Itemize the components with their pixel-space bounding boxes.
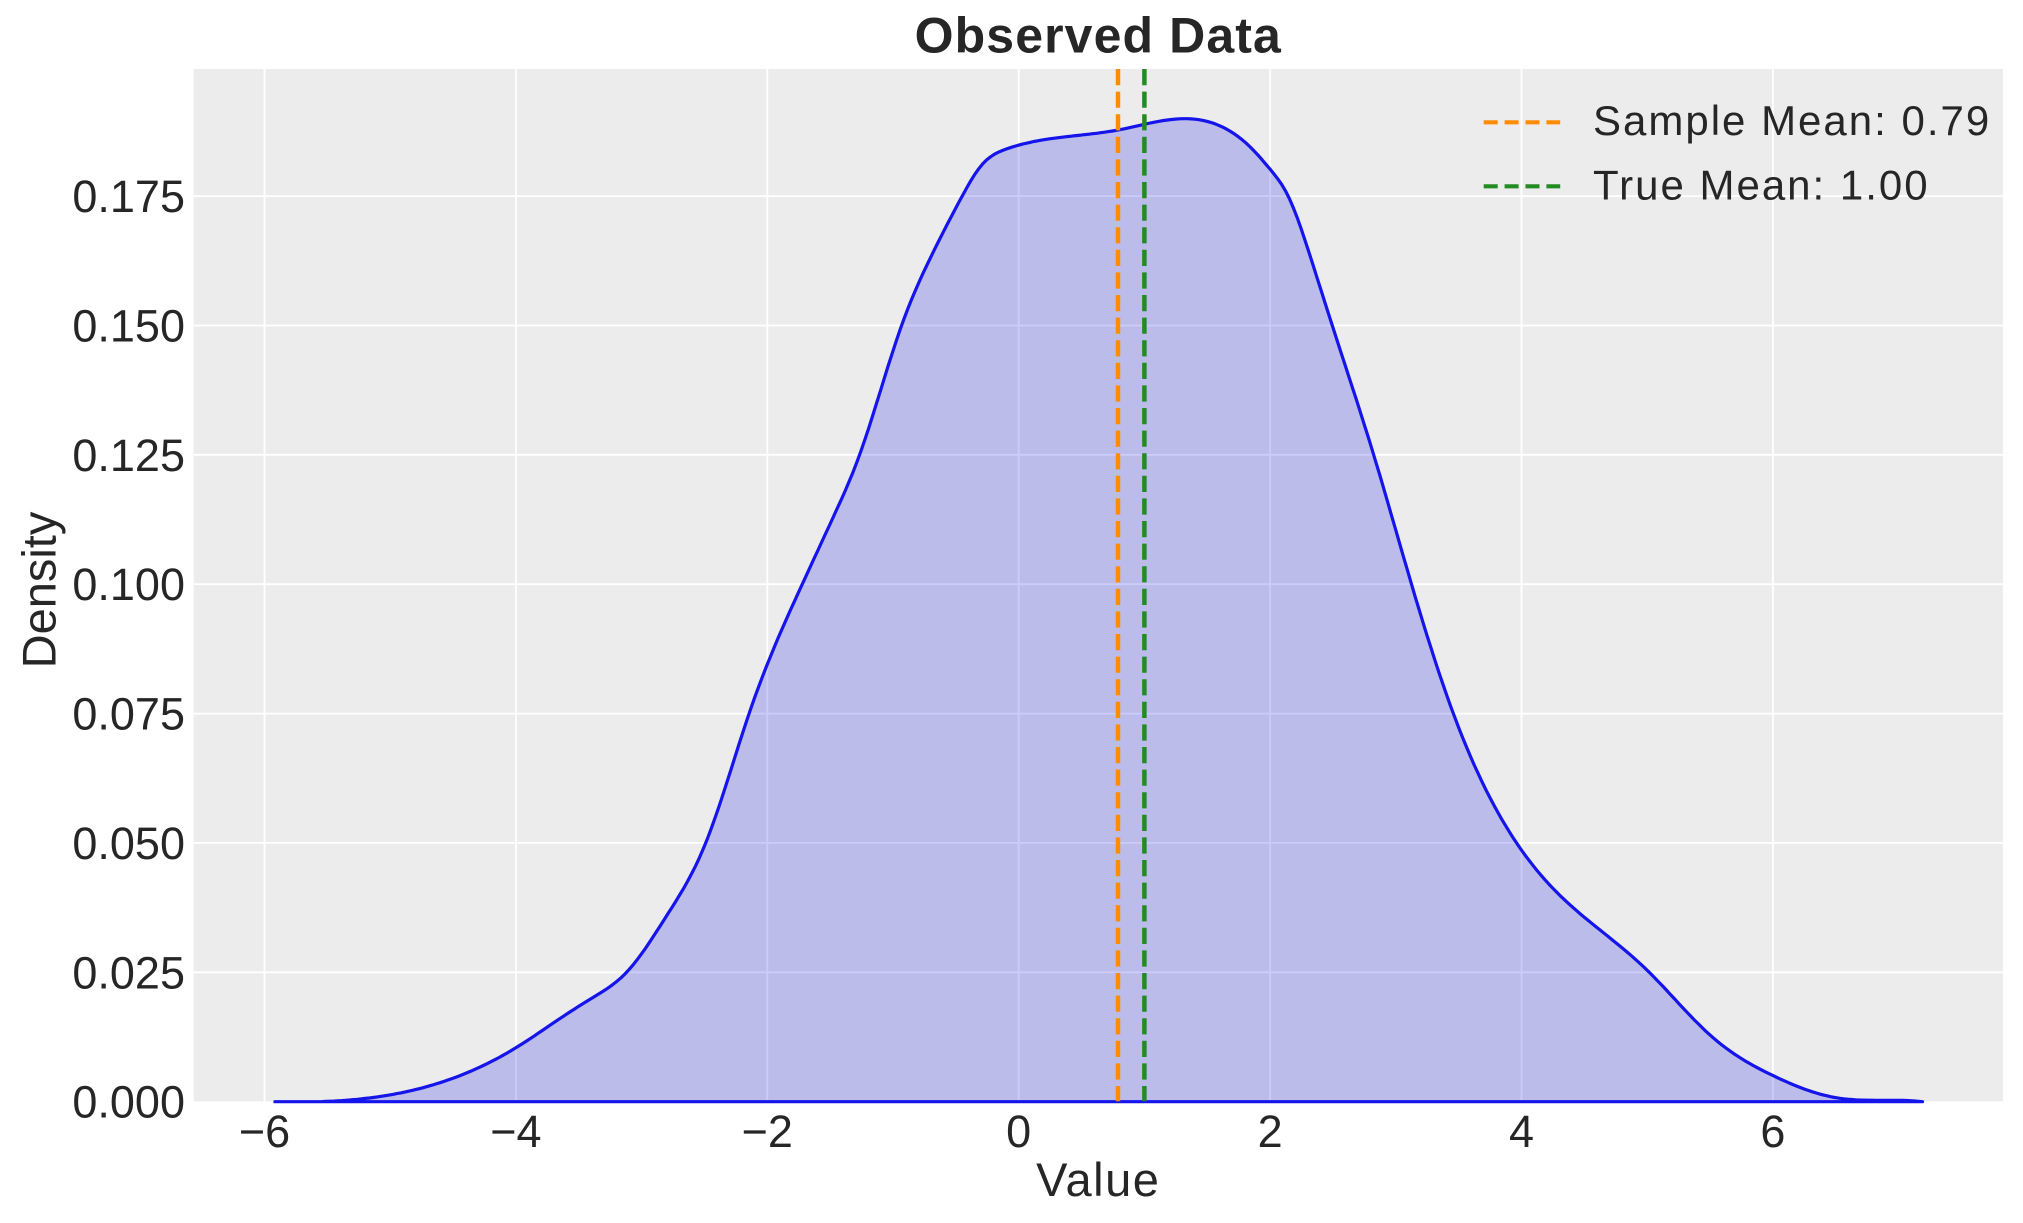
svg-text:True Mean: 1.00: True Mean: 1.00 bbox=[1593, 161, 1930, 208]
svg-text:−6: −6 bbox=[239, 1106, 290, 1157]
svg-text:0.050: 0.050 bbox=[72, 818, 185, 869]
svg-text:Observed Data: Observed Data bbox=[915, 8, 1282, 64]
svg-text:0.000: 0.000 bbox=[72, 1077, 185, 1128]
svg-text:0.125: 0.125 bbox=[72, 430, 185, 481]
svg-text:0.100: 0.100 bbox=[72, 559, 185, 610]
svg-text:6: 6 bbox=[1760, 1106, 1785, 1157]
svg-text:2: 2 bbox=[1258, 1106, 1283, 1157]
svg-text:−2: −2 bbox=[742, 1106, 793, 1157]
svg-text:Sample Mean: 0.79: Sample Mean: 0.79 bbox=[1593, 97, 1991, 144]
svg-text:0: 0 bbox=[1006, 1106, 1031, 1157]
svg-text:0.025: 0.025 bbox=[72, 947, 185, 998]
svg-text:Value: Value bbox=[1036, 1153, 1160, 1206]
svg-text:0.150: 0.150 bbox=[72, 301, 185, 352]
svg-text:4: 4 bbox=[1509, 1106, 1534, 1157]
svg-text:0.075: 0.075 bbox=[72, 689, 185, 740]
svg-text:Density: Density bbox=[13, 511, 66, 668]
svg-text:0.175: 0.175 bbox=[72, 171, 185, 222]
svg-text:−4: −4 bbox=[490, 1106, 541, 1157]
